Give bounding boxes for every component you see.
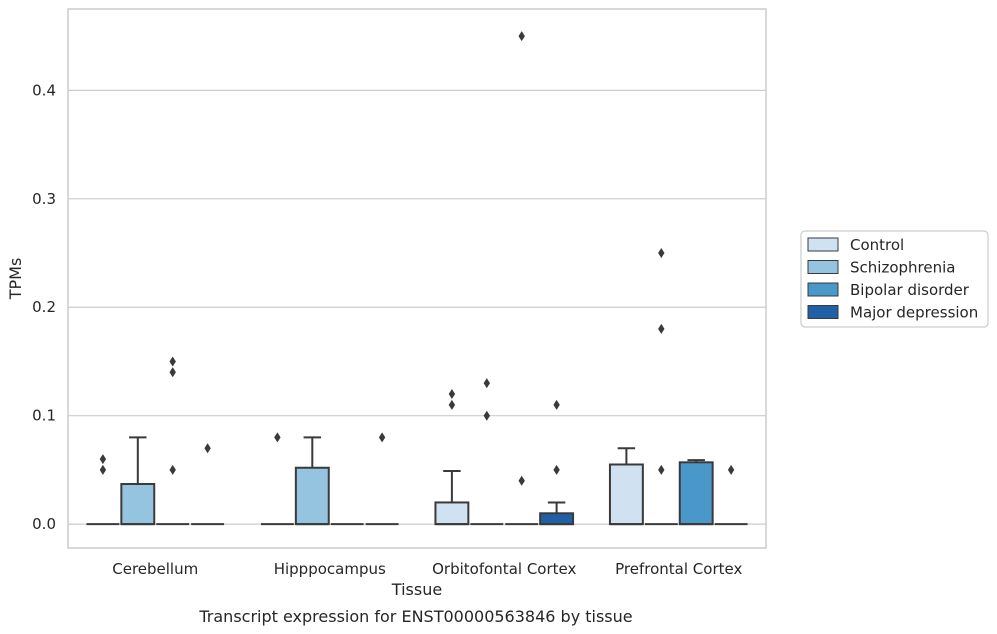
y-tick-label: 0.3 xyxy=(32,190,56,208)
legend-swatch xyxy=(807,305,839,319)
outlier-point xyxy=(658,323,665,334)
x-tick-label: Hipppocampus xyxy=(274,560,386,578)
box-schizophrenia xyxy=(644,248,678,526)
legend-entry-label: Schizophrenia xyxy=(850,259,955,277)
x-axis-label: Tissue xyxy=(391,580,442,599)
y-tick-label: 0.2 xyxy=(32,298,56,316)
box-control xyxy=(608,447,644,526)
outlier-point xyxy=(658,248,665,259)
y-tick-label: 0.4 xyxy=(32,81,56,99)
outlier-point xyxy=(518,31,525,42)
legend-swatch xyxy=(807,282,839,297)
outlier-point xyxy=(483,378,490,389)
plot-area-frame xyxy=(67,8,767,549)
x-tick-label: Orbitofontal Cortex xyxy=(432,560,576,578)
box-iqr xyxy=(539,512,575,526)
legend-entry-label: Control xyxy=(850,236,904,254)
box-schizophrenia xyxy=(120,436,156,526)
box-major-depression xyxy=(365,432,399,526)
outlier-point xyxy=(727,464,735,475)
y-tick-label: 0.1 xyxy=(32,407,56,425)
box-bipolar-disorder xyxy=(505,31,539,526)
outlier-point xyxy=(448,389,456,399)
x-tick-label: Cerebellum xyxy=(112,560,198,578)
y-tick-label: 0.0 xyxy=(32,515,56,533)
legend-entry-label: Bipolar disorder xyxy=(850,281,970,299)
legend-frame xyxy=(800,230,989,328)
outlier-point xyxy=(378,432,386,443)
outlier-point xyxy=(274,432,281,443)
box-iqr xyxy=(294,466,330,526)
outlier-point xyxy=(483,410,490,421)
box-control xyxy=(86,454,120,526)
x-tick-labels: Cerebellum Hipppocampus Orbitofontal Corte… xyxy=(112,560,742,578)
box-groups xyxy=(86,31,748,526)
chart-caption: Transcript expression for ENST0000056384… xyxy=(198,607,632,626)
x-tick-label: Prefrontal Cortex xyxy=(615,560,742,578)
box-control xyxy=(434,389,470,526)
box-bipolar-disorder xyxy=(678,459,714,526)
y-axis-label: TPMs xyxy=(6,258,25,301)
outlier-point xyxy=(553,464,560,475)
box-control xyxy=(260,432,294,526)
legend-swatch xyxy=(807,237,839,252)
legend-entry-label: Major depression xyxy=(850,304,978,322)
outlier-point xyxy=(169,464,176,475)
legend-swatch xyxy=(807,260,839,274)
box-bipolar-disorder xyxy=(156,356,190,526)
box-major-depression xyxy=(539,399,575,526)
box-iqr xyxy=(120,483,156,526)
outlier-point xyxy=(169,356,176,367)
outlier-point xyxy=(204,443,211,454)
box-major-depression xyxy=(191,443,225,526)
y-tick-labels: 0.0 0.1 0.2 0.3 0.4 xyxy=(32,81,56,533)
outlier-point xyxy=(169,367,176,378)
box-schizophrenia xyxy=(470,378,504,526)
outlier-point xyxy=(99,454,107,465)
outlier-point xyxy=(518,475,525,486)
outlier-point xyxy=(99,464,107,475)
outlier-point xyxy=(553,399,560,410)
outlier-point xyxy=(658,464,665,475)
legend: Control Schizophrenia Bipolar disorder Majo… xyxy=(800,230,989,328)
outlier-point xyxy=(448,399,456,410)
box-iqr xyxy=(608,463,644,526)
box-schizophrenia xyxy=(294,436,330,526)
box-iqr xyxy=(678,461,714,526)
box-iqr xyxy=(434,501,470,526)
box-major-depression xyxy=(714,464,748,526)
